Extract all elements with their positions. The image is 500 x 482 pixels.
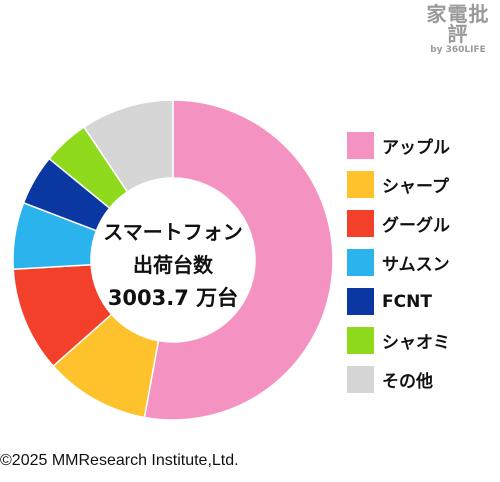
legend-swatch [347, 327, 374, 354]
legend-swatch [347, 366, 374, 393]
legend-item: FCNT [347, 282, 450, 321]
logo-sub-text: by 360LIFE [430, 45, 486, 55]
legend-label: シャオミ [382, 333, 450, 353]
donut-slice-1 [143, 99, 334, 421]
legend-label: シャープ [382, 177, 449, 197]
center-label-line2: 出荷台数 [133, 253, 213, 277]
legend-item: アップル [347, 126, 450, 165]
legend-label: その他 [382, 372, 433, 392]
legend-swatch [347, 249, 374, 276]
logo-main-text: 家電批評 [426, 2, 490, 46]
donut-slice-7 [82, 99, 174, 193]
legend-label: グーグル [382, 216, 450, 236]
center-label-line1: スマートフォン [103, 220, 243, 244]
center-label-total: 3003.7 万台 [107, 286, 239, 310]
legend-item: サムスン [347, 243, 450, 282]
legend-swatch [347, 171, 374, 198]
legend-item: シャープ [347, 165, 450, 204]
legend-label: サムスン [382, 255, 450, 275]
copyright-notice: ©2025 MMResearch Institute,Ltd. [0, 452, 239, 469]
chart-legend: アップルシャープグーグルサムスン FCNT シャオミその他 [347, 126, 450, 399]
legend-swatch [347, 288, 374, 315]
legend-swatch [347, 210, 374, 237]
legend-item: シャオミ [347, 321, 450, 360]
legend-label: アップル [382, 138, 450, 158]
donut-center-label: スマートフォン 出荷台数 3003.7 万台 [90, 216, 256, 315]
legend-item: その他 [347, 360, 450, 399]
legend-item: グーグル [347, 204, 450, 243]
legend-swatch [347, 132, 374, 159]
site-logo: 家電批評 by 360LIFE [420, 4, 496, 55]
legend-label: FCNT [382, 291, 432, 312]
